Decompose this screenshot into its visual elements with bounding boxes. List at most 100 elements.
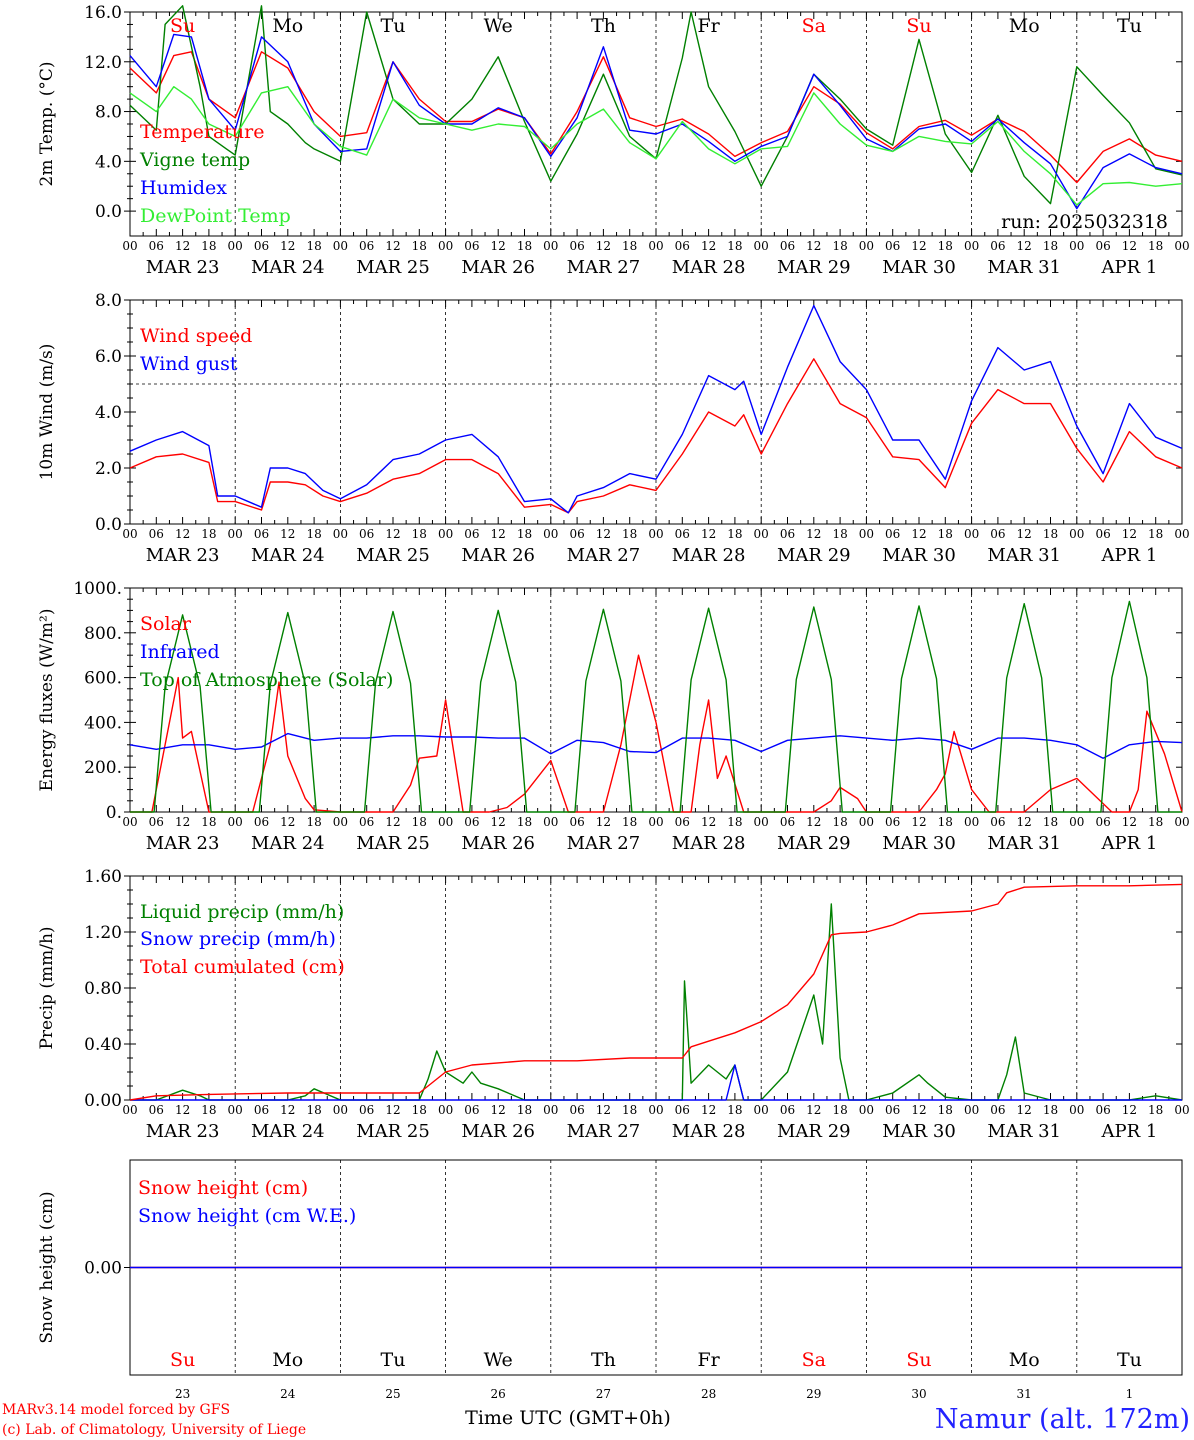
hour-tick-label: 18 [727,239,742,253]
hour-tick-label: 12 [1122,1103,1137,1117]
y-tick-label: 800. [84,624,122,644]
hour-tick-label: 18 [1043,239,1058,253]
weekday-label: Th [591,15,616,37]
legend-entry: Vigne temp [139,149,250,171]
hour-tick-label: 18 [1148,815,1163,829]
hour-tick-label: 00 [648,1103,663,1117]
hour-tick-label: 18 [832,815,847,829]
hour-tick-label: 00 [964,815,979,829]
hour-tick-label: 06 [990,527,1005,541]
hour-tick-label: 06 [990,1103,1005,1117]
weekday-label: Fr [697,1349,720,1371]
hour-tick-label: 12 [280,527,295,541]
y-axis-title: 10m Wind (m/s) [37,344,57,481]
hour-tick-label: 12 [175,815,190,829]
hour-tick-label: 18 [727,527,742,541]
y-tick-label: 0.0 [95,515,122,535]
date-label: MAR 29 [777,257,851,278]
hour-tick-label: 12 [911,527,926,541]
hour-tick-label: 18 [727,815,742,829]
hour-tick-label: 18 [938,527,953,541]
panel-3: 0006121800061218000612180006121800061218… [37,579,1190,854]
hour-tick-label: 18 [622,1103,637,1117]
hour-tick-label: 00 [333,815,348,829]
date-label: MAR 26 [461,257,535,278]
weekday-label: Mo [272,15,303,37]
hour-tick-label: 06 [254,1103,269,1117]
hour-tick-label: 12 [491,239,506,253]
hour-tick-label: 12 [806,527,821,541]
hour-tick-label: 18 [306,527,321,541]
panel-2: 0006121800061218000612180006121800061218… [37,291,1190,566]
date-label: MAR 23 [146,257,220,278]
hour-tick-label: 06 [569,239,584,253]
hour-tick-label: 00 [1069,239,1084,253]
hour-tick-label: 06 [885,815,900,829]
date-label: MAR 30 [882,257,956,278]
date-label: MAR 27 [567,257,641,278]
model-credit: MARv3.14 model forced by GFS [2,1402,230,1418]
weekday-label: Fr [697,15,720,37]
y-axis-title: Snow height (cm) [37,1191,57,1343]
legend-entry: Total cumulated (cm) [140,956,345,978]
hour-tick-label: 12 [596,1103,611,1117]
legend-entry: Snow precip (mm/h) [140,928,336,950]
date-label: MAR 31 [987,257,1061,278]
hour-tick-label: 00 [122,527,137,541]
hour-tick-label: 06 [569,527,584,541]
y-tick-label: 8.0 [95,103,122,123]
hour-tick-label: 12 [175,1103,190,1117]
weekday-label: Mo [1009,15,1040,37]
hour-tick-label: 00 [1069,1103,1084,1117]
weekday-label: Su [170,1349,195,1371]
day-number-label: 24 [280,1387,296,1401]
hour-tick-label: 06 [569,1103,584,1117]
hour-tick-label: 12 [491,527,506,541]
hour-tick-label: 12 [280,1103,295,1117]
date-label: MAR 31 [987,1121,1061,1142]
hour-tick-label: 12 [701,815,716,829]
weekday-label: We [484,15,513,37]
hour-tick-label: 00 [333,527,348,541]
weekday-label: Mo [272,1349,303,1371]
date-label: MAR 27 [567,545,641,566]
weekday-label: Su [906,15,931,37]
hour-tick-label: 06 [359,815,374,829]
hour-tick-label: 18 [832,1103,847,1117]
date-label: MAR 30 [882,833,956,854]
hour-tick-label: 06 [149,239,164,253]
date-label: MAR 29 [777,1121,851,1142]
day-number-label: 25 [385,1387,400,1401]
date-label: MAR 28 [672,257,746,278]
y-tick-label: 0.00 [84,1091,122,1111]
hour-tick-label: 18 [622,815,637,829]
hour-tick-label: 18 [412,527,427,541]
y-tick-label: 6.0 [95,347,122,367]
hour-tick-label: 00 [333,239,348,253]
hour-tick-label: 06 [254,239,269,253]
y-tick-label: 4.0 [95,152,122,172]
hour-tick-label: 18 [201,527,216,541]
hour-tick-label: 06 [464,527,479,541]
y-tick-label: 1.60 [84,867,122,887]
date-label: MAR 27 [567,1121,641,1142]
hour-tick-label: 06 [780,1103,795,1117]
hour-tick-label: 18 [412,239,427,253]
y-axis-title: Energy fluxes (W/m²) [37,609,57,792]
hour-tick-label: 06 [675,527,690,541]
hour-tick-label: 12 [596,239,611,253]
hour-tick-label: 06 [675,1103,690,1117]
weekday-label: Mo [1009,1349,1040,1371]
y-tick-label: 1.20 [84,923,122,943]
panel-5: 0.00Snow height (cm)Snow height (cm)Snow… [37,1160,1182,1401]
date-label: MAR 25 [356,257,430,278]
date-label: APR 1 [1100,257,1157,278]
y-tick-label: 0.00 [84,1259,122,1279]
hour-tick-label: 12 [596,527,611,541]
date-label: MAR 29 [777,545,851,566]
hour-tick-label: 12 [911,815,926,829]
hour-tick-label: 18 [1043,815,1058,829]
hour-tick-label: 12 [491,1103,506,1117]
hour-tick-label: 18 [201,239,216,253]
